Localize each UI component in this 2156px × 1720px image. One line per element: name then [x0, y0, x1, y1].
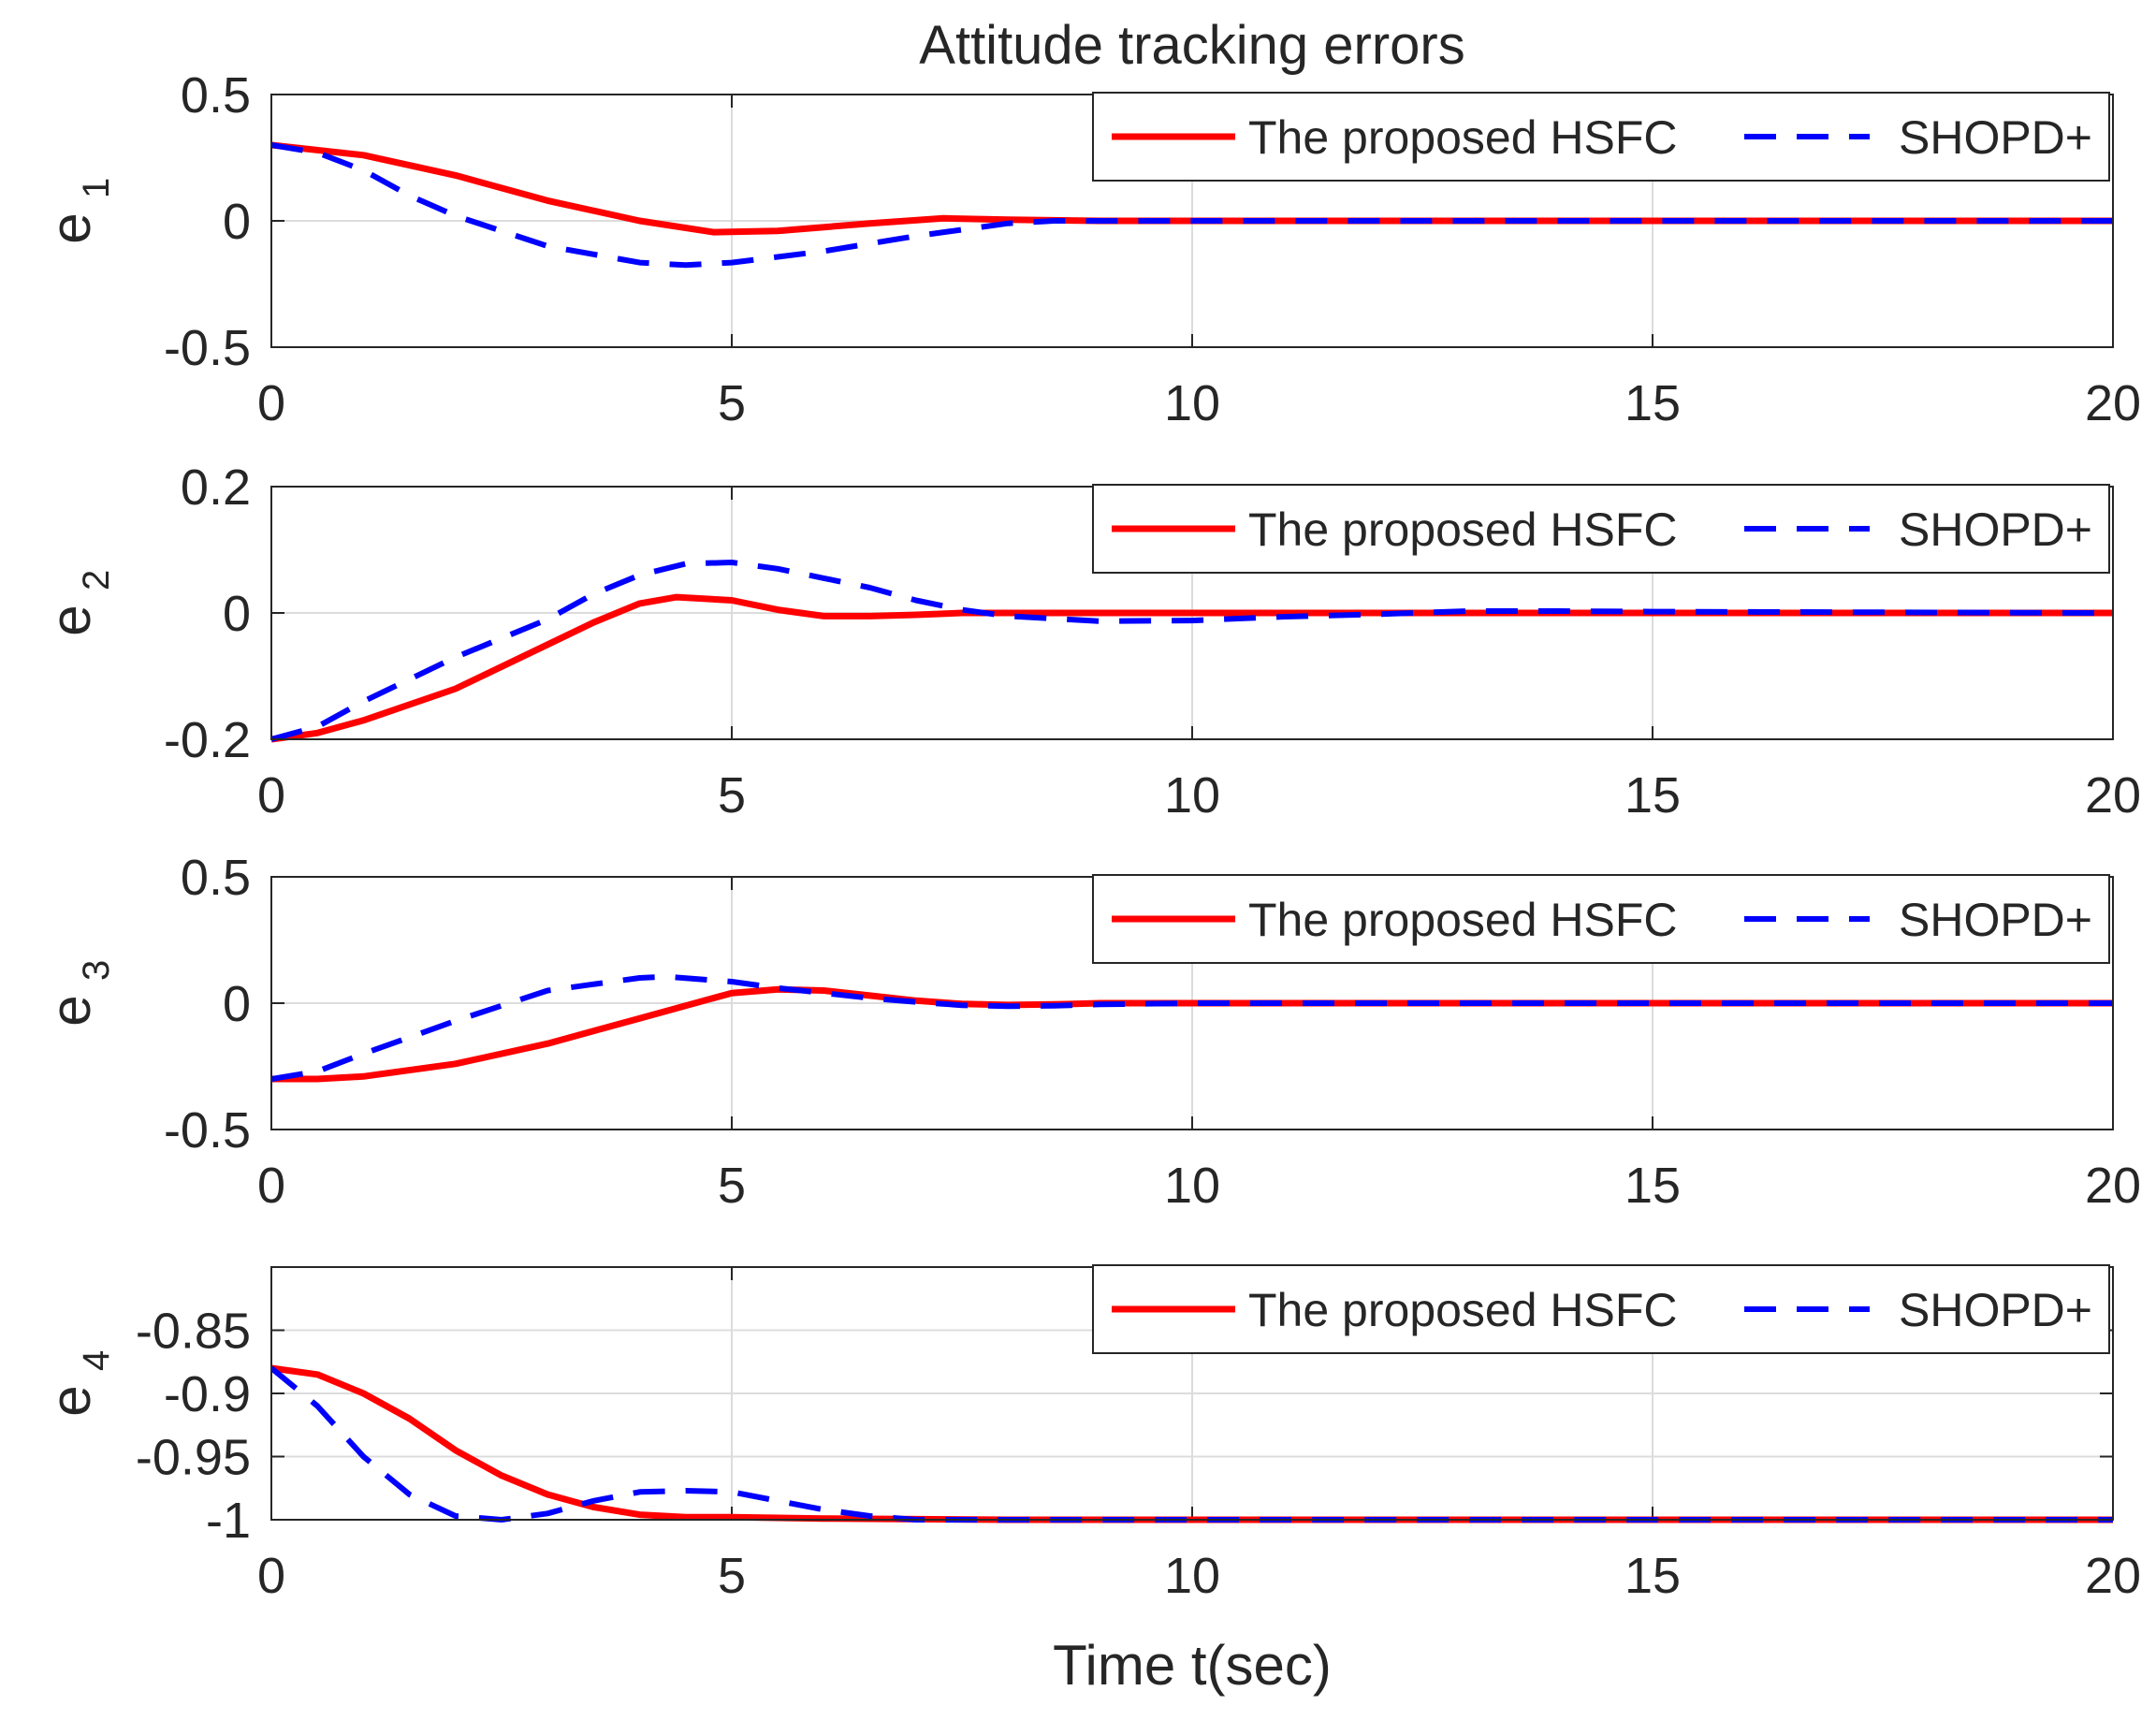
- legend-label-shopd: SHOPD+: [1899, 111, 2092, 164]
- legend-label-hsfc: The proposed HSFC: [1248, 111, 1678, 164]
- x-tick-label: 5: [718, 1548, 746, 1604]
- x-tick-label: 5: [718, 767, 746, 824]
- y-axis-label-sub: 1: [76, 178, 117, 198]
- y-tick-label: 0.2: [181, 459, 251, 516]
- series-line-shopd: [271, 973, 2113, 1082]
- y-tick-label: -1: [206, 1493, 251, 1549]
- x-tick-label: 15: [1624, 375, 1681, 431]
- x-tick-label: 0: [257, 767, 285, 824]
- series-line-hsfc: [271, 593, 2113, 743]
- series-line-hsfc: [271, 985, 2113, 1083]
- x-tick-label: 20: [2085, 1548, 2141, 1604]
- x-tick-label: 10: [1164, 1158, 1220, 1214]
- x-tick-label: 5: [718, 375, 746, 431]
- legend: The proposed HSFC SHOPD+: [1092, 484, 2110, 574]
- x-tick-label: 15: [1624, 767, 1681, 824]
- y-axis-label: e4: [39, 1350, 117, 1417]
- chart-title: Attitude tracking errors: [919, 15, 1464, 76]
- x-tick-label: 15: [1624, 1548, 1681, 1604]
- legend-box: [1092, 874, 2110, 964]
- x-tick-label: 0: [257, 1158, 285, 1214]
- y-tick-label: 0: [223, 586, 251, 642]
- y-axis-label: e2: [39, 570, 117, 636]
- legend-box: [1092, 92, 2110, 182]
- x-tick-label: 10: [1164, 375, 1220, 431]
- x-tick-label: 20: [2085, 1158, 2141, 1214]
- y-tick-label: -0.5: [164, 320, 251, 376]
- x-tick-label: 0: [257, 375, 285, 431]
- legend-label-shopd: SHOPD+: [1899, 503, 2092, 556]
- legend: The proposed HSFC SHOPD+: [1092, 874, 2110, 964]
- y-tick-label: -0.5: [164, 1102, 251, 1159]
- y-tick-label: 0: [223, 194, 251, 250]
- y-axis-label-sub: 3: [76, 960, 117, 981]
- y-axis-label-main: e: [39, 605, 102, 635]
- y-axis-label-main: e: [39, 1385, 102, 1416]
- series-line-shopd: [271, 560, 2113, 742]
- y-tick-label: -0.2: [164, 712, 251, 768]
- legend-label-hsfc: The proposed HSFC: [1248, 1284, 1678, 1336]
- y-tick-label: -0.9: [164, 1366, 251, 1422]
- legend-label-hsfc: The proposed HSFC: [1248, 503, 1678, 556]
- y-axis-label: e1: [39, 178, 117, 244]
- y-tick-label: 0.5: [181, 67, 251, 124]
- x-tick-label: 20: [2085, 767, 2141, 824]
- y-axis-label-sub: 4: [76, 1350, 117, 1371]
- y-tick-label: -0.85: [136, 1304, 251, 1360]
- y-tick-label: 0.5: [181, 850, 251, 906]
- legend-label-hsfc: The proposed HSFC: [1248, 894, 1678, 946]
- x-tick-label: 20: [2085, 375, 2141, 431]
- x-axis-label: Time t(sec): [1053, 1634, 1332, 1697]
- x-tick-label: 5: [718, 1158, 746, 1214]
- legend-box: [1092, 484, 2110, 574]
- series-line-shopd: [271, 142, 2113, 269]
- legend: The proposed HSFC SHOPD+: [1092, 1264, 2110, 1354]
- x-tick-label: 10: [1164, 767, 1220, 824]
- legend-label-shopd: SHOPD+: [1899, 894, 2092, 946]
- y-tick-label: 0: [223, 976, 251, 1032]
- x-tick-label: 15: [1624, 1158, 1681, 1214]
- legend: The proposed HSFC SHOPD+: [1092, 92, 2110, 182]
- y-tick-label: -0.95: [136, 1430, 251, 1486]
- y-axis-label-main: e: [39, 995, 102, 1026]
- x-tick-label: 10: [1164, 1548, 1220, 1604]
- y-axis-label-main: e: [39, 212, 102, 243]
- legend-label-shopd: SHOPD+: [1899, 1284, 2092, 1336]
- x-tick-label: 0: [257, 1548, 285, 1604]
- y-axis-label-sub: 2: [76, 570, 117, 590]
- legend-box: [1092, 1264, 2110, 1354]
- y-axis-label: e3: [39, 960, 117, 1027]
